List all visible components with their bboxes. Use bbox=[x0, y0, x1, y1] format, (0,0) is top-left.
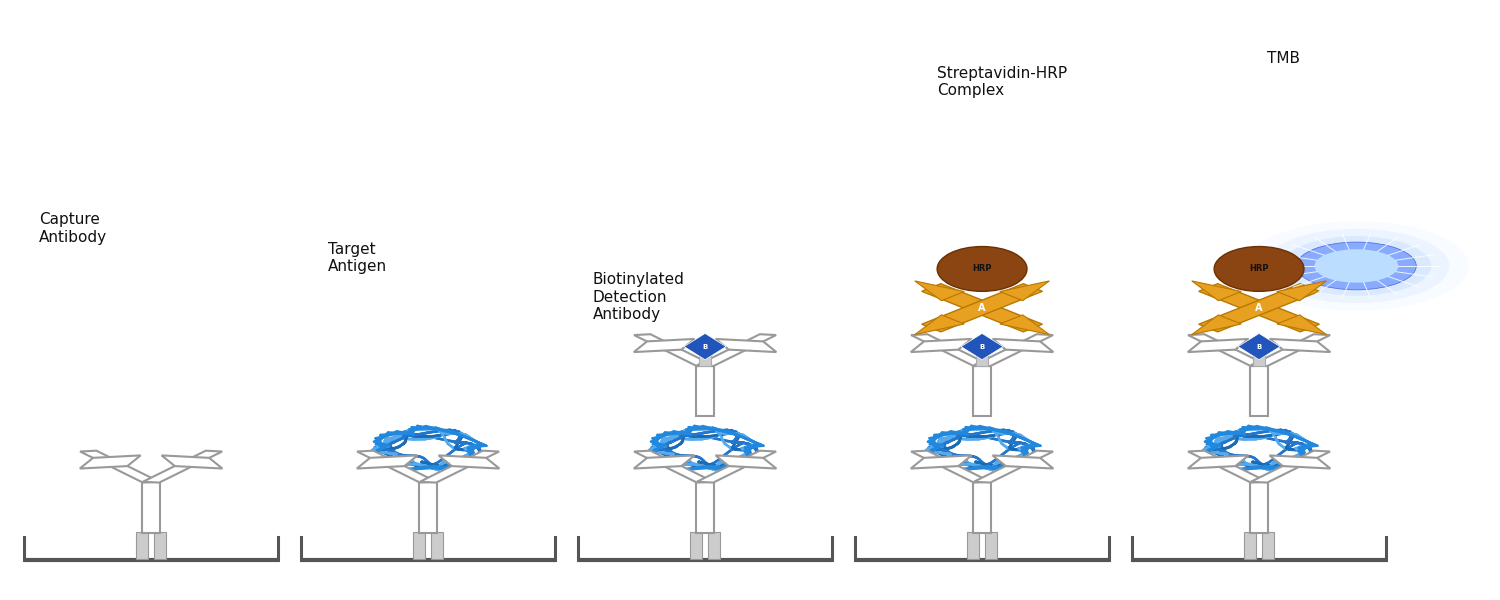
Bar bbox=[696, 482, 714, 533]
Bar bbox=[690, 532, 702, 559]
Polygon shape bbox=[1276, 281, 1326, 301]
Bar bbox=[136, 532, 148, 559]
Circle shape bbox=[1314, 249, 1398, 283]
Bar bbox=[413, 532, 424, 559]
Polygon shape bbox=[698, 451, 776, 482]
Polygon shape bbox=[1251, 451, 1330, 482]
Polygon shape bbox=[1191, 315, 1242, 335]
Bar bbox=[419, 482, 436, 533]
Bar bbox=[699, 353, 711, 365]
Bar bbox=[1252, 353, 1264, 365]
Bar bbox=[1250, 365, 1268, 416]
Bar bbox=[430, 532, 442, 559]
Polygon shape bbox=[993, 339, 1053, 352]
Polygon shape bbox=[1188, 334, 1268, 366]
Polygon shape bbox=[634, 339, 694, 352]
Text: Streptavidin-HRP
Complex: Streptavidin-HRP Complex bbox=[938, 66, 1068, 98]
Text: HRP: HRP bbox=[1250, 265, 1269, 274]
Text: Biotinylated
Detection
Antibody: Biotinylated Detection Antibody bbox=[592, 272, 684, 322]
Polygon shape bbox=[634, 451, 714, 482]
Polygon shape bbox=[1269, 455, 1330, 469]
Polygon shape bbox=[1269, 339, 1330, 352]
Polygon shape bbox=[1000, 315, 1050, 335]
Polygon shape bbox=[162, 455, 222, 469]
Text: A: A bbox=[978, 303, 986, 313]
Bar bbox=[974, 365, 992, 416]
Text: HRP: HRP bbox=[972, 265, 992, 274]
Polygon shape bbox=[974, 451, 1053, 482]
Text: Capture
Antibody: Capture Antibody bbox=[39, 212, 106, 245]
Circle shape bbox=[1263, 229, 1449, 303]
Polygon shape bbox=[1188, 339, 1248, 352]
Text: B: B bbox=[1257, 344, 1262, 350]
Polygon shape bbox=[357, 451, 436, 482]
Bar bbox=[696, 365, 714, 416]
Polygon shape bbox=[910, 455, 972, 469]
Polygon shape bbox=[910, 334, 990, 366]
Circle shape bbox=[1281, 236, 1431, 296]
Polygon shape bbox=[962, 334, 1004, 360]
Circle shape bbox=[1244, 221, 1468, 311]
Polygon shape bbox=[716, 455, 777, 469]
Circle shape bbox=[1296, 242, 1416, 290]
Polygon shape bbox=[80, 455, 141, 469]
Polygon shape bbox=[684, 334, 726, 360]
Polygon shape bbox=[921, 284, 1042, 332]
Polygon shape bbox=[634, 455, 694, 469]
Ellipse shape bbox=[1214, 247, 1304, 292]
Bar bbox=[708, 532, 720, 559]
Bar bbox=[154, 532, 166, 559]
Polygon shape bbox=[910, 451, 990, 482]
Polygon shape bbox=[1251, 334, 1330, 366]
Bar bbox=[974, 482, 992, 533]
Polygon shape bbox=[1000, 281, 1050, 301]
Polygon shape bbox=[915, 315, 964, 335]
Polygon shape bbox=[1276, 315, 1326, 335]
Text: TMB: TMB bbox=[1266, 50, 1299, 65]
Polygon shape bbox=[993, 455, 1053, 469]
Polygon shape bbox=[1191, 281, 1242, 301]
Text: Target
Antigen: Target Antigen bbox=[328, 242, 387, 274]
Polygon shape bbox=[1188, 455, 1248, 469]
Polygon shape bbox=[438, 455, 500, 469]
Polygon shape bbox=[1198, 284, 1320, 332]
Polygon shape bbox=[1238, 334, 1280, 360]
Bar bbox=[1262, 532, 1274, 559]
Bar bbox=[142, 482, 160, 533]
Polygon shape bbox=[420, 451, 500, 482]
Text: B: B bbox=[980, 344, 984, 350]
Ellipse shape bbox=[938, 247, 1028, 292]
Polygon shape bbox=[974, 334, 1053, 366]
Bar bbox=[1244, 532, 1256, 559]
Bar bbox=[968, 532, 980, 559]
Bar bbox=[1250, 482, 1268, 533]
Polygon shape bbox=[634, 334, 714, 366]
Polygon shape bbox=[698, 334, 776, 366]
Polygon shape bbox=[716, 339, 777, 352]
Bar bbox=[976, 353, 988, 365]
Text: B: B bbox=[702, 344, 708, 350]
Polygon shape bbox=[1188, 451, 1268, 482]
Polygon shape bbox=[142, 451, 222, 482]
Bar bbox=[986, 532, 998, 559]
Polygon shape bbox=[915, 281, 964, 301]
Text: A: A bbox=[1256, 303, 1263, 313]
Polygon shape bbox=[80, 451, 159, 482]
Polygon shape bbox=[921, 284, 1042, 332]
Polygon shape bbox=[1198, 284, 1320, 332]
Polygon shape bbox=[910, 339, 972, 352]
Polygon shape bbox=[357, 455, 417, 469]
